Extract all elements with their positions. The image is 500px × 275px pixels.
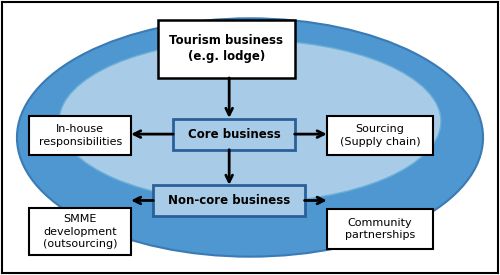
Text: Community
partnerships: Community partnerships: [345, 218, 416, 240]
Text: Sourcing
(Supply chain): Sourcing (Supply chain): [340, 124, 420, 147]
FancyBboxPatch shape: [154, 185, 304, 216]
Text: Tourism business
(e.g. lodge): Tourism business (e.g. lodge): [170, 34, 283, 63]
FancyArrowPatch shape: [134, 131, 173, 138]
FancyArrowPatch shape: [134, 197, 154, 204]
Ellipse shape: [17, 18, 483, 257]
Text: Core business: Core business: [188, 128, 280, 141]
FancyArrowPatch shape: [304, 197, 324, 204]
Text: SMME
development
(outsourcing): SMME development (outsourcing): [43, 214, 118, 249]
FancyArrowPatch shape: [294, 131, 324, 138]
FancyBboxPatch shape: [30, 208, 131, 255]
FancyArrowPatch shape: [226, 150, 232, 182]
Ellipse shape: [59, 40, 441, 202]
Text: In-house
responsibilities: In-house responsibilities: [38, 124, 122, 147]
FancyBboxPatch shape: [327, 116, 434, 155]
FancyBboxPatch shape: [30, 116, 131, 155]
FancyArrowPatch shape: [226, 78, 232, 115]
FancyBboxPatch shape: [158, 20, 294, 78]
Text: Non-core business: Non-core business: [168, 194, 290, 207]
FancyBboxPatch shape: [173, 119, 294, 150]
FancyBboxPatch shape: [327, 209, 434, 249]
